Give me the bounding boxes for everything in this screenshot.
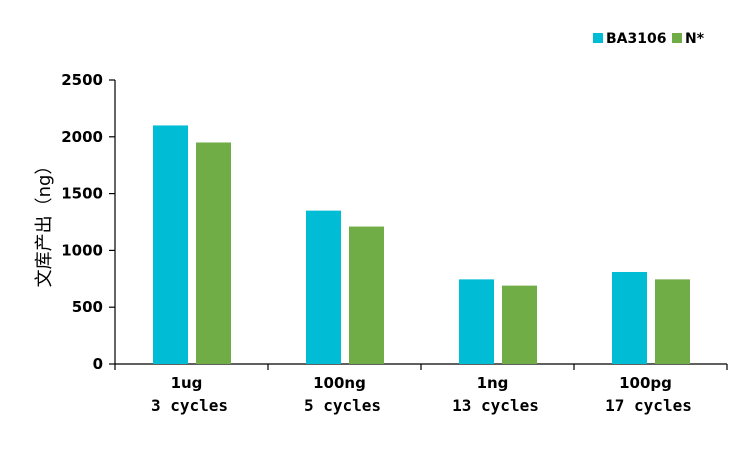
x-category-label-line1: 1ug: [171, 374, 203, 392]
x-category-label-line2: 5 cycles: [304, 396, 381, 415]
bars: [153, 125, 690, 364]
x-category-label-line1: 100ng: [313, 374, 366, 392]
legend-swatch-ba3106: [593, 33, 603, 43]
y-tick-label: 0: [93, 355, 103, 373]
x-category-labels: 1ug 3 cycles 100ng 5 cycles 1ng 13 cycles 100p…: [151, 374, 692, 415]
bar-n-star-0: [196, 142, 231, 364]
legend-swatch-n-star: [672, 33, 682, 43]
x-category-label-line2: 17 cycles: [605, 396, 692, 415]
x-category-label-line1: 100pg: [619, 374, 672, 392]
legend-label-ba3106: BA3106: [606, 31, 666, 47]
y-tick-label: 500: [72, 298, 103, 316]
x-category-label-line2: 13 cycles: [452, 396, 539, 415]
y-tick-label: 1500: [61, 185, 103, 203]
y-tick-label: 2500: [61, 71, 103, 89]
bar-ba3106-2: [459, 279, 494, 364]
bar-n-star-3: [655, 279, 690, 364]
legend-label-n-star: N*: [685, 31, 705, 47]
bar-ba3106-3: [612, 271, 647, 364]
bar-ba3106-0: [153, 125, 188, 364]
y-axis-label: 文库产出（ng）: [34, 157, 55, 288]
legend: BA3106 N*: [593, 31, 705, 47]
bar-ba3106-1: [306, 210, 341, 364]
bar-n-star-2: [502, 285, 537, 364]
bar-n-star-1: [349, 226, 384, 364]
x-category-label-line2: 3 cycles: [151, 396, 228, 415]
x-category-label-line1: 1ng: [477, 374, 509, 392]
y-tick-label: 1000: [61, 241, 103, 259]
y-ticks: 0 500 1000 1500 2000 2500: [61, 71, 115, 373]
y-tick-label: 2000: [61, 128, 103, 146]
